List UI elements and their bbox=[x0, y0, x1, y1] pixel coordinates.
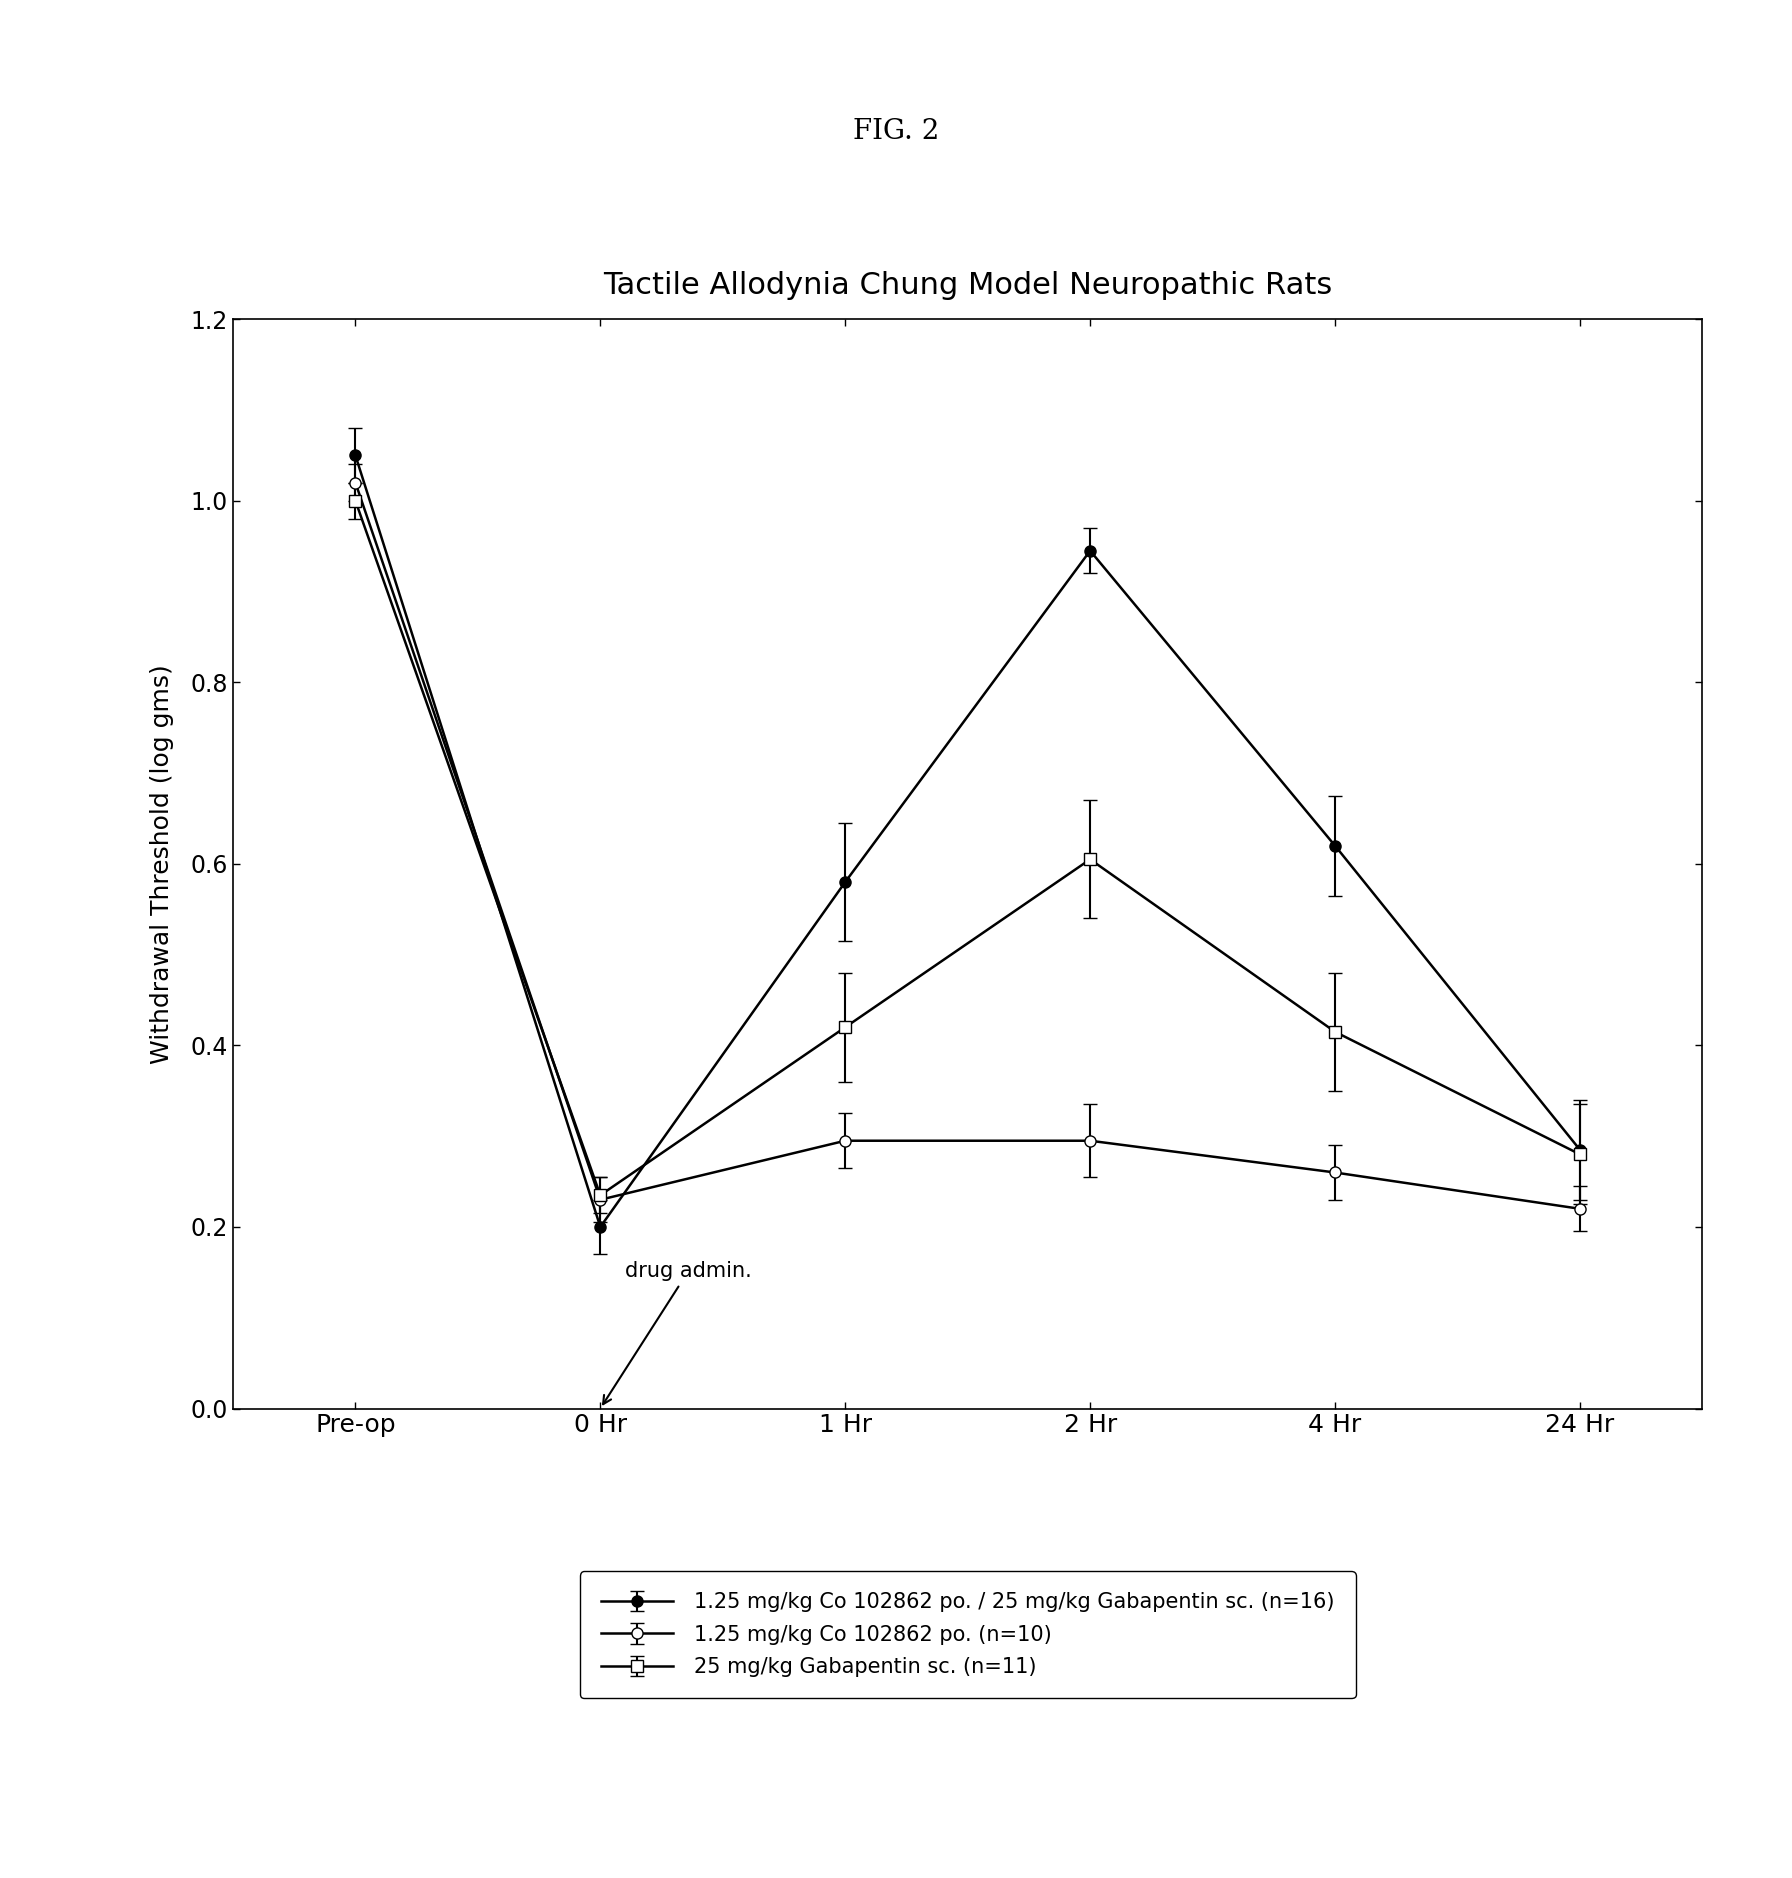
Text: drug admin.: drug admin. bbox=[604, 1262, 751, 1405]
Title: Tactile Allodynia Chung Model Neuropathic Rats: Tactile Allodynia Chung Model Neuropathi… bbox=[604, 270, 1331, 300]
Text: FIG. 2: FIG. 2 bbox=[853, 118, 939, 145]
Legend: 1.25 mg/kg Co 102862 po. / 25 mg/kg Gabapentin sc. (n=16), 1.25 mg/kg Co 102862 : 1.25 mg/kg Co 102862 po. / 25 mg/kg Gaba… bbox=[581, 1572, 1355, 1698]
Y-axis label: Withdrawal Threshold (log gms): Withdrawal Threshold (log gms) bbox=[151, 665, 174, 1063]
